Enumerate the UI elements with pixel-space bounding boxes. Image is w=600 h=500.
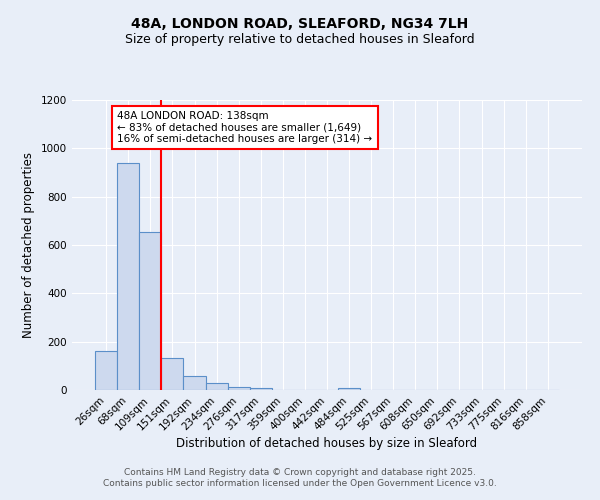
- Bar: [161, 358, 184, 390]
- Y-axis label: Number of detached properties: Number of detached properties: [22, 152, 35, 338]
- Bar: [184, 376, 206, 390]
- Bar: [206, 383, 227, 390]
- Bar: [338, 388, 360, 390]
- Text: Size of property relative to detached houses in Sleaford: Size of property relative to detached ho…: [125, 32, 475, 46]
- Text: 48A, LONDON ROAD, SLEAFORD, NG34 7LH: 48A, LONDON ROAD, SLEAFORD, NG34 7LH: [131, 18, 469, 32]
- Text: Contains HM Land Registry data © Crown copyright and database right 2025.
Contai: Contains HM Land Registry data © Crown c…: [103, 468, 497, 487]
- Bar: [117, 163, 139, 390]
- Bar: [139, 232, 161, 390]
- X-axis label: Distribution of detached houses by size in Sleaford: Distribution of detached houses by size …: [176, 438, 478, 450]
- Bar: [95, 350, 117, 390]
- Text: 48A LONDON ROAD: 138sqm
← 83% of detached houses are smaller (1,649)
16% of semi: 48A LONDON ROAD: 138sqm ← 83% of detache…: [117, 111, 373, 144]
- Bar: [227, 387, 250, 390]
- Bar: [250, 388, 272, 390]
